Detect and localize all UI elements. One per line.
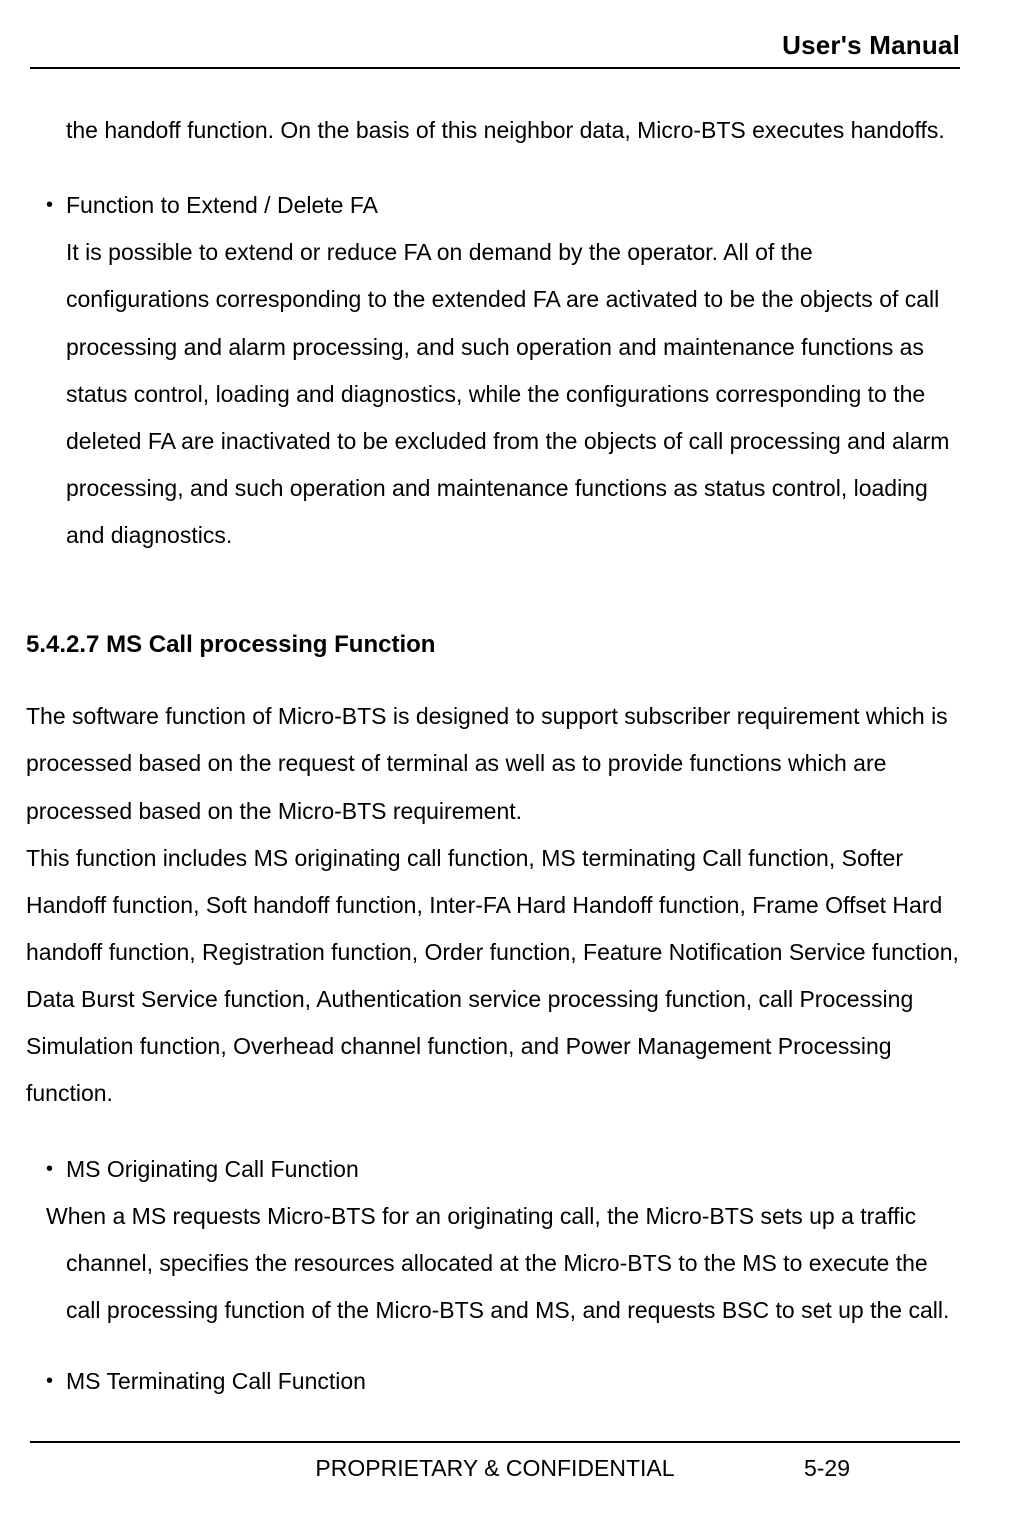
- bullet-head: • MS Originating Call Function: [46, 1146, 960, 1193]
- bullet-ms-terminating: • MS Terminating Call Function: [46, 1358, 960, 1405]
- footer-page-number: 5-29: [804, 1455, 850, 1482]
- footer-label: PROPRIETARY & CONFIDENTIAL: [315, 1455, 674, 1481]
- bullet-title: MS Terminating Call Function: [66, 1358, 366, 1405]
- intro-paragraph: the handoff function. On the basis of th…: [66, 107, 960, 154]
- header-title: User's Manual: [782, 30, 960, 60]
- bullet-body: When a MS requests Micro-BTS for an orig…: [66, 1193, 960, 1334]
- bullet-icon: •: [46, 182, 66, 229]
- section-para2-text: This function includes MS originating ca…: [26, 845, 959, 1107]
- bullet-extend-delete-fa: • Function to Extend / Delete FA It is p…: [46, 182, 960, 559]
- bullet-head: • Function to Extend / Delete FA: [46, 182, 960, 229]
- bullet-icon: •: [46, 1358, 66, 1405]
- section-heading: 5.4.2.7 MS Call processing Function: [26, 631, 960, 659]
- section-title: MS Call processing Function: [106, 631, 435, 658]
- section-number: 5.4.2.7: [26, 631, 99, 658]
- bullet-title: Function to Extend / Delete FA: [66, 182, 378, 229]
- page: User's Manual the handoff function. On t…: [0, 0, 1010, 1516]
- bullet-icon: •: [46, 1146, 66, 1193]
- page-header: User's Manual: [30, 30, 960, 69]
- bullet-ms-originating: • MS Originating Call Function When a MS…: [46, 1146, 960, 1335]
- page-footer: PROPRIETARY & CONFIDENTIAL 5-29: [30, 1441, 960, 1482]
- section-paragraph-1: The software function of Micro-BTS is de…: [26, 693, 960, 1117]
- bullet-body: It is possible to extend or reduce FA on…: [66, 229, 960, 559]
- bullet-head: • MS Terminating Call Function: [46, 1358, 960, 1405]
- bullet-title: MS Originating Call Function: [66, 1146, 359, 1193]
- section-para1-text: The software function of Micro-BTS is de…: [26, 703, 948, 823]
